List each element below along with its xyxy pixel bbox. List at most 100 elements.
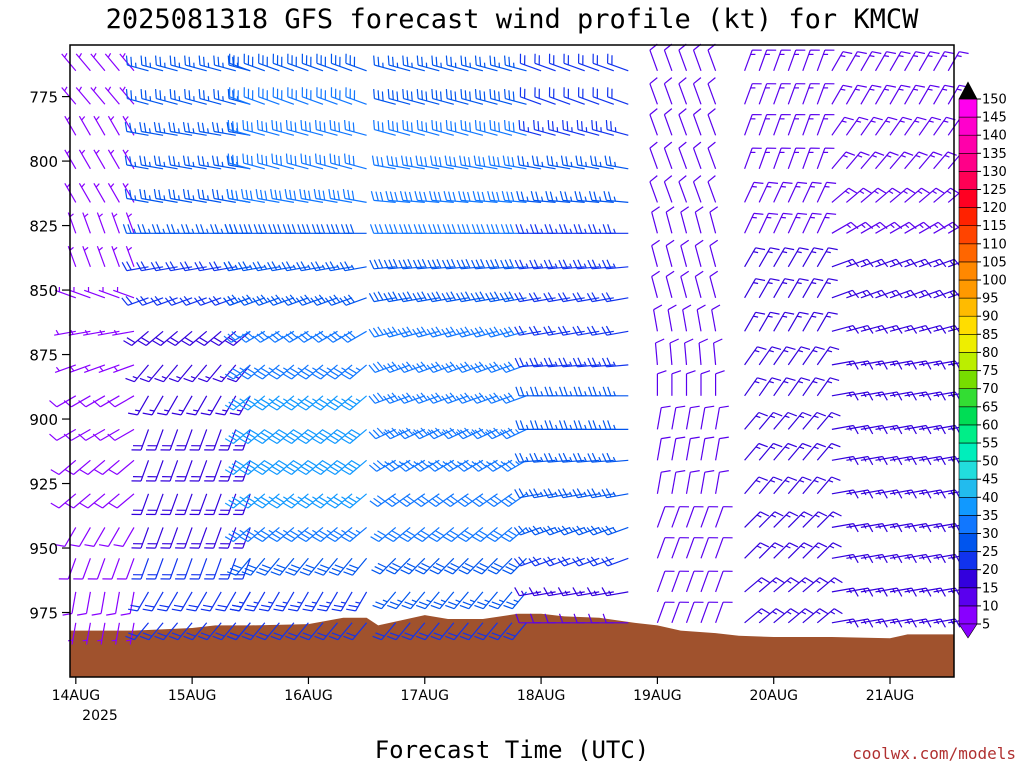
colorbar-swatch (958, 496, 978, 516)
wind-barb (874, 84, 897, 105)
wind-barb (253, 364, 280, 380)
wind-barb (402, 120, 425, 136)
wind-barb (145, 558, 164, 580)
wind-barb (802, 278, 824, 299)
wind-barb (62, 591, 77, 616)
wind-barb (744, 377, 767, 397)
wind-barb (90, 86, 106, 105)
wind-barb (145, 460, 164, 482)
wind-barb (343, 622, 368, 641)
wind-barb (514, 292, 542, 303)
wind-barb (139, 188, 164, 203)
wind-barb (370, 191, 396, 203)
wind-barb (197, 364, 222, 383)
wind-barb (802, 147, 820, 170)
wind-barb (441, 326, 469, 338)
colorbar-label: 30 (982, 527, 999, 542)
wind-barb (343, 557, 368, 576)
wind-barb (315, 120, 338, 136)
wind-barb (573, 420, 600, 430)
wind-barb (513, 556, 542, 567)
wind-barb (529, 357, 556, 368)
wind-barb (649, 141, 658, 170)
wind-barb (816, 278, 838, 299)
wind-barb (458, 191, 483, 203)
wind-barb (186, 395, 208, 416)
wind-barb (445, 622, 469, 641)
wind-barb (256, 153, 280, 170)
wind-barb (342, 189, 367, 203)
wind-barb (160, 558, 179, 580)
wind-barb (297, 526, 324, 543)
wind-barb (252, 294, 280, 306)
wind-barb (197, 622, 222, 641)
wind-barb (69, 364, 91, 373)
wind-barb (744, 577, 771, 593)
wind-barb (341, 395, 367, 411)
wind-barb (787, 346, 811, 366)
wind-barb (104, 52, 120, 72)
wind-barb (692, 175, 702, 203)
wind-barb (816, 346, 840, 366)
wind-barb (98, 287, 120, 299)
wind-barb (572, 556, 600, 567)
wind-barb (586, 556, 615, 567)
wind-barb (671, 506, 690, 528)
wind-barb (860, 587, 888, 597)
wind-barb (164, 296, 193, 306)
wind-barb (179, 261, 207, 272)
wind-barb (383, 291, 411, 303)
wind-barb (341, 493, 367, 509)
wind-barb (69, 527, 91, 547)
wind-barb (171, 591, 193, 612)
colorbar-swatch (958, 533, 978, 552)
wind-barb (385, 191, 411, 203)
wind-barb (125, 364, 149, 383)
wind-barb (312, 395, 338, 411)
wind-barb (113, 527, 135, 547)
wind-barb (242, 120, 265, 136)
wind-barb (758, 377, 782, 397)
wind-barb (816, 147, 835, 170)
wind-barb (401, 591, 426, 610)
wind-barb (889, 455, 917, 466)
wind-barb (685, 537, 704, 559)
wind-barb (183, 364, 208, 383)
colorbar-label: 90 (982, 310, 999, 325)
colorbar-label: 35 (982, 509, 999, 524)
wind-barb (287, 53, 309, 72)
wind-barb (386, 591, 411, 610)
wind-barb (773, 49, 791, 72)
wind-barb (591, 120, 614, 136)
wind-barb (845, 116, 869, 136)
wind-barb (787, 311, 809, 332)
wind-barb (802, 83, 820, 105)
wind-barb (428, 526, 455, 543)
wind-barb (339, 330, 367, 343)
wind-barb (459, 622, 484, 641)
wind-barb (54, 287, 77, 299)
wind-barb (474, 120, 498, 136)
wind-barb (399, 191, 425, 203)
wind-barb (518, 120, 542, 136)
wind-barb (470, 291, 498, 303)
wind-barb (499, 427, 527, 440)
wind-barb (397, 291, 425, 303)
wind-barb (860, 151, 885, 170)
wind-barb (557, 488, 585, 499)
wind-barb (758, 212, 779, 234)
wind-barb (499, 291, 527, 303)
wind-barb (168, 188, 193, 203)
wind-barb (744, 83, 762, 105)
wind-barb (601, 525, 629, 536)
wind-barb (233, 429, 251, 451)
wind-barb (499, 392, 527, 404)
wind-barb (488, 155, 513, 170)
wind-barb (123, 330, 149, 347)
colorbar-label: 5 (982, 618, 990, 633)
wind-barb (473, 155, 498, 170)
wind-barb (485, 291, 513, 303)
wind-barb (694, 239, 704, 267)
wind-barb (297, 459, 324, 476)
wind-barb (98, 527, 120, 547)
